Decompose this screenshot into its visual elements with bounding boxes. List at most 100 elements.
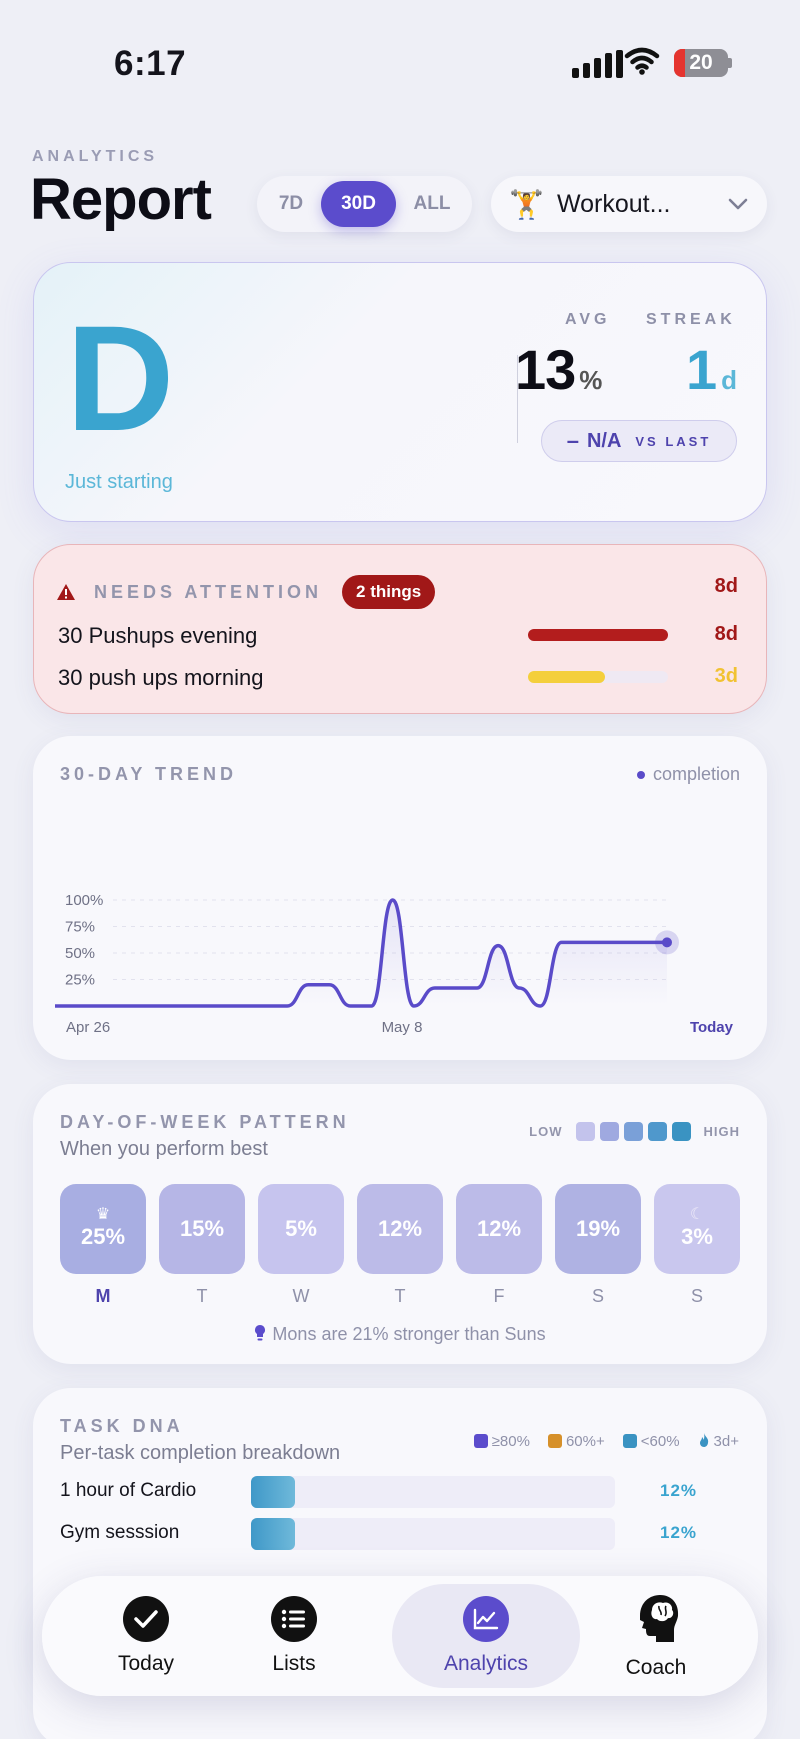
grade-letter: D — [66, 294, 175, 462]
tab-coach[interactable]: Coach — [576, 1576, 736, 1696]
legend-label: 60%+ — [565, 1432, 605, 1450]
brain-head-icon — [640, 1595, 679, 1642]
range-7d-button[interactable]: 7D — [278, 193, 304, 214]
dow-insight: Mons are 21% stronger than Suns — [33, 1324, 767, 1345]
day-tile[interactable]: 19% S — [555, 1184, 641, 1307]
attention-item-days: 8d — [714, 623, 738, 645]
check-icon — [123, 1596, 169, 1642]
chart-icon — [463, 1596, 509, 1642]
scale-swatch — [599, 1122, 619, 1141]
legend-item: 3d+ — [698, 1432, 739, 1450]
attention-item-name: 30 push ups morning — [58, 665, 264, 690]
chevron-down-icon — [728, 198, 748, 210]
stat-divider — [517, 355, 518, 443]
day-tile[interactable]: ☾ 3% S — [654, 1184, 740, 1307]
day-value: 12% — [476, 1216, 522, 1241]
day-label: W — [292, 1286, 310, 1306]
avg-unit: % — [579, 365, 602, 395]
avg-number: 13 — [515, 338, 576, 401]
intensity-scale: LOW HIGH — [529, 1122, 740, 1141]
tab-lists[interactable]: Lists — [214, 1576, 374, 1696]
dna-bar-fill — [251, 1476, 295, 1508]
day-label: T — [394, 1286, 406, 1306]
day-tile[interactable]: 5% W — [258, 1184, 344, 1307]
streak-number: 1 — [686, 338, 718, 401]
streak-label: STREAK — [646, 311, 736, 328]
legend-label: <60% — [640, 1432, 680, 1450]
day-tiles: ♛ 25% M 15% T 5% W 12% T 12% F 19% S ☾ 3% S — [60, 1184, 740, 1307]
avg-value: 13% — [515, 337, 602, 402]
day-tile[interactable]: 12% T — [357, 1184, 443, 1307]
day-value: 3% — [681, 1224, 713, 1249]
y-tick-label: 100% — [65, 892, 103, 909]
needs-attention-card[interactable]: NEEDS ATTENTION 2 things 8d 30 Pushups e… — [33, 544, 767, 714]
list-icon — [271, 1596, 317, 1642]
status-bar: 6:17 20 — [0, 0, 800, 120]
day-value: 12% — [377, 1216, 423, 1241]
dna-row[interactable]: Gym sesssion 12% — [60, 1518, 740, 1550]
dow-title: DAY-OF-WEEK PATTERN — [60, 1112, 350, 1132]
dna-task-name: Gym sesssion — [60, 1522, 180, 1543]
tab-today[interactable]: Today — [66, 1576, 226, 1696]
scale-high-label: HIGH — [703, 1124, 740, 1139]
page-eyebrow: ANALYTICS — [32, 148, 159, 165]
page-title: Report — [30, 167, 212, 232]
trend-card: 30-DAY TREND completion 100% 75% 50% 25% Apr… — [33, 736, 767, 1060]
day-box: ☾ 3% — [654, 1184, 740, 1274]
legend-label: 3d+ — [713, 1433, 739, 1450]
scale-low-label: LOW — [529, 1124, 563, 1139]
attention-item-bar-fill — [528, 629, 668, 641]
dna-legend: ≥80% 60%+ <60% 3d+ — [464, 1432, 739, 1450]
dna-title: TASK DNA — [60, 1416, 184, 1436]
day-tile[interactable]: 12% F — [456, 1184, 542, 1307]
crown-icon: ♛ — [95, 1206, 111, 1223]
day-label: F — [493, 1286, 505, 1306]
range-segmented-control: 7D 30D ALL — [257, 176, 472, 232]
lightbulb-icon — [255, 1325, 266, 1341]
wifi-icon — [624, 47, 660, 75]
tab-label: Lists — [272, 1652, 316, 1675]
list-picker-label: Workout... — [557, 189, 671, 218]
trend-area — [55, 900, 667, 1006]
vs-dash: – — [566, 428, 579, 453]
legend-label: completion — [652, 764, 740, 784]
scale-swatch — [647, 1122, 667, 1141]
tab-analytics[interactable]: Analytics — [392, 1584, 580, 1688]
day-label: T — [196, 1286, 208, 1306]
day-box: 12% — [456, 1184, 542, 1274]
legend-swatch — [473, 1433, 488, 1448]
vs-value: N/A — [586, 429, 622, 452]
flame-icon — [699, 1433, 708, 1447]
day-box: 19% — [555, 1184, 641, 1274]
moon-icon: ☾ — [689, 1206, 705, 1223]
status-time: 6:17 — [114, 44, 187, 83]
warning-icon — [57, 584, 75, 600]
attention-count-badge: 2 things — [342, 575, 436, 609]
y-tick-label: 25% — [65, 972, 95, 989]
attention-item-bar — [528, 629, 668, 641]
vs-last-badge: – N/A VS LAST — [541, 420, 737, 462]
legend-item: <60% — [622, 1432, 680, 1450]
range-all-button[interactable]: ALL — [413, 193, 451, 214]
day-label: S — [690, 1286, 703, 1306]
attention-item-bar — [528, 671, 668, 683]
day-tile[interactable]: 15% T — [159, 1184, 245, 1307]
dna-row[interactable]: 1 hour of Cardio 12% — [60, 1476, 740, 1508]
trend-line — [54, 898, 667, 1008]
today-point — [662, 937, 672, 948]
legend-label: ≥80% — [491, 1432, 530, 1450]
vs-label: VS LAST — [635, 433, 712, 449]
range-30d-button[interactable]: 30D — [321, 181, 396, 227]
x-tick-label: May 8 — [382, 1019, 423, 1036]
day-tile[interactable]: ♛ 25% M — [60, 1184, 146, 1307]
x-tick-label: Apr 26 — [66, 1019, 110, 1036]
trend-chart: 100% 75% 50% 25% Apr 26 May 8 Today — [54, 892, 734, 1036]
day-value: 5% — [285, 1216, 317, 1241]
legend-dot — [636, 770, 645, 779]
list-picker-dropdown[interactable]: 🏋️ Workout... — [491, 176, 767, 232]
dow-note-text: Mons are 21% stronger than Suns — [272, 1324, 546, 1344]
battery-icon: 20 — [674, 49, 728, 77]
weightlifter-icon: 🏋️ — [509, 188, 544, 220]
scale-swatch — [623, 1122, 643, 1141]
